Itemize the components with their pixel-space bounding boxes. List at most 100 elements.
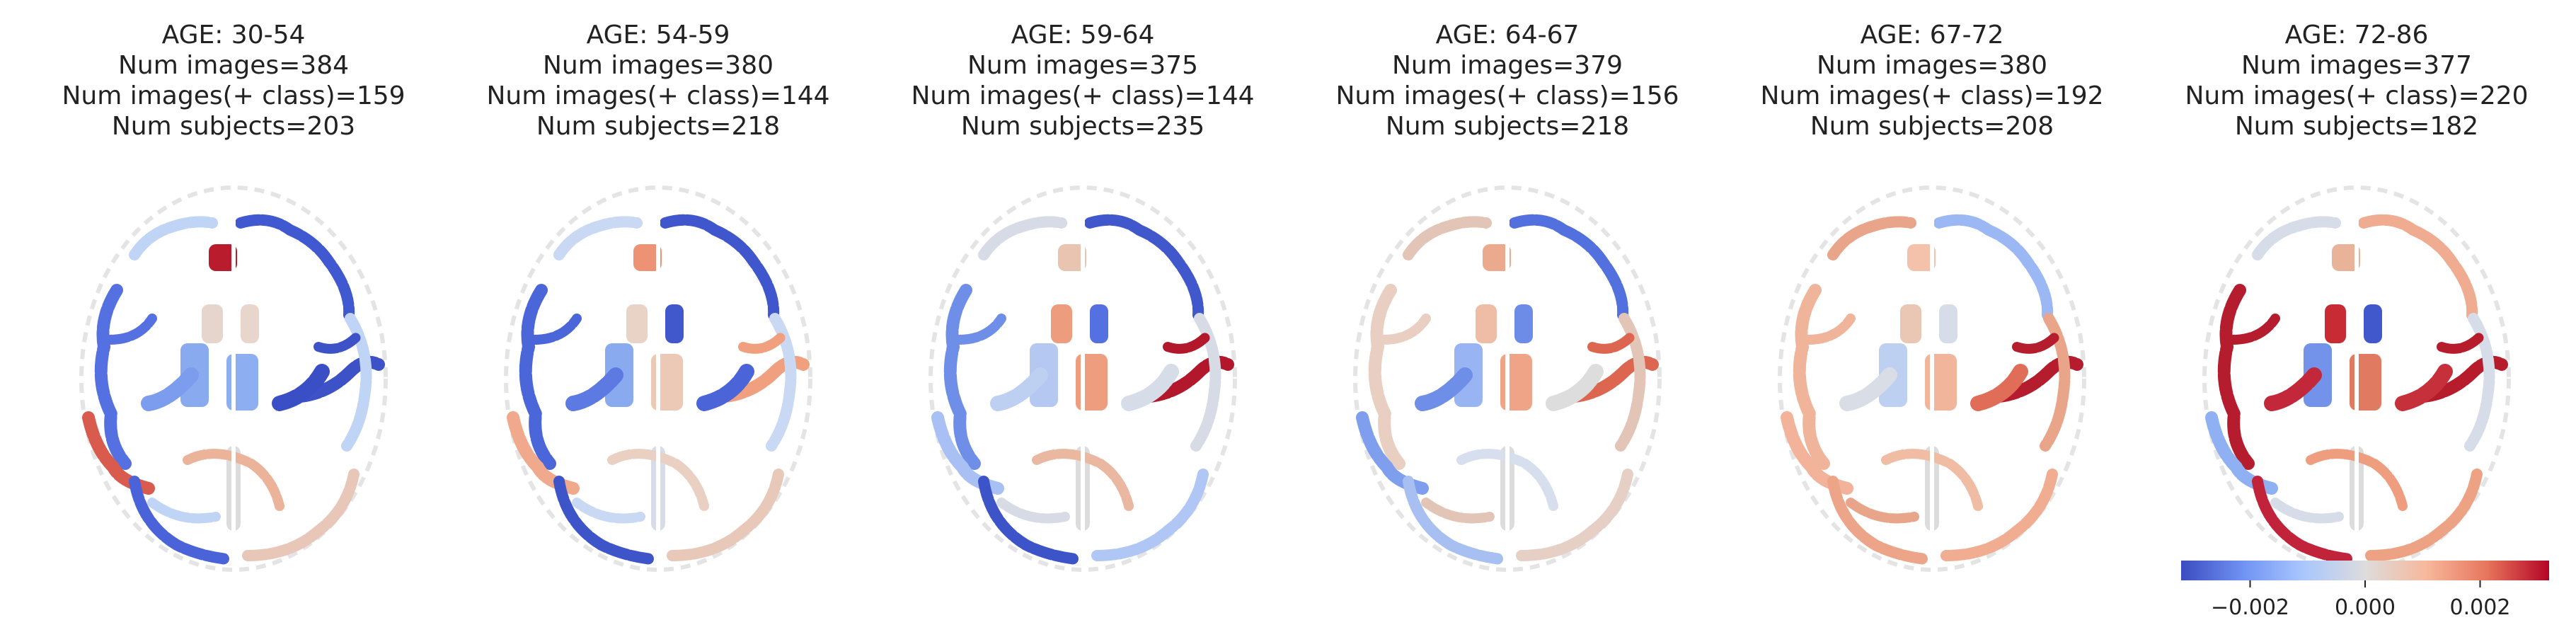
brain-outline — [928, 185, 1237, 572]
brain-region-lf2 — [2252, 216, 2341, 260]
brain-slice — [1353, 185, 1662, 572]
colorbar-tick-label: 0.002 — [2450, 595, 2511, 620]
brain-region-rt — [2012, 331, 2061, 354]
panel-title: AGE: 67-72 Num images=380 Num images(+ cla… — [1720, 20, 2144, 142]
brain-region-ri — [2332, 244, 2360, 271]
brain-region-lo — [129, 476, 232, 565]
brain-region-cr — [1514, 304, 1533, 343]
brain-region-cl — [1051, 304, 1072, 343]
brain-region-lf2 — [1827, 216, 1916, 260]
panel-num-images: Num images=380 — [1816, 51, 2048, 80]
panel-num-images: Num images=379 — [1391, 51, 1623, 80]
brain-region-lo — [1827, 476, 1931, 565]
brain-slice — [2202, 185, 2511, 572]
brain-region-lf — [1803, 314, 1856, 345]
brain-region-lo — [553, 476, 657, 565]
panel-title: AGE: 59-64 Num images=375 Num images(+ cla… — [870, 20, 1295, 142]
brain-region-ri — [1907, 244, 1936, 271]
brain-region-lo — [978, 476, 1081, 565]
brain-region-lf — [2217, 284, 2255, 470]
brain-region-rf — [660, 214, 780, 321]
brain-region-thr — [1076, 354, 1108, 411]
brain-region-cl — [1900, 304, 1921, 343]
brain-region-lf — [954, 314, 1006, 345]
brain-region-thr — [2350, 354, 2381, 411]
brain-region-rt — [738, 331, 787, 354]
colorbar-gradient — [2181, 561, 2549, 580]
panel-2: AGE: 54-59 Num images=380 Num images(+ cla… — [446, 0, 870, 637]
colorbar-svg: −0.002 0.000 0.002 — [2181, 561, 2549, 620]
colorbar-tick-label: −0.002 — [2211, 595, 2289, 620]
brain-region-ptr — [1970, 364, 2028, 411]
panel-4: AGE: 64-67 Num images=379 Num images(+ cla… — [1295, 0, 1720, 637]
brain-region-oc — [607, 449, 709, 511]
brain-region-lf — [2228, 314, 2280, 345]
brain-region-lo — [1403, 476, 1506, 565]
panel-num-pos: Num images(+ class)=144 — [911, 81, 1255, 110]
brain-region-thr — [1500, 354, 1532, 411]
panel-num-subjects: Num subjects=203 — [111, 112, 356, 141]
panel-3: AGE: 59-64 Num images=375 Num images(+ cla… — [870, 0, 1295, 637]
brain-region-cl — [2325, 304, 2346, 343]
brain-region-lf2 — [572, 498, 645, 524]
panel-num-subjects: Num subjects=208 — [1810, 112, 2054, 141]
brain-region-ptl — [565, 367, 623, 411]
brain-region-oc — [1881, 449, 1983, 511]
brain-region-lo — [2252, 476, 2355, 565]
brain-region-oc — [183, 449, 284, 511]
brain-outline — [2202, 185, 2511, 572]
brain-region-ptr — [696, 364, 754, 411]
brain-region-ri — [633, 244, 662, 271]
brain-region-lf — [943, 284, 981, 470]
panel-num-pos: Num images(+ class)=156 — [1335, 81, 1679, 110]
panel-num-pos: Num images(+ class)=144 — [486, 81, 830, 110]
colorbar: −0.002 0.000 0.002 — [2181, 561, 2549, 626]
panel-num-pos: Num images(+ class)=220 — [2185, 81, 2529, 110]
brain-region-thr — [651, 354, 683, 411]
brain-region-cr — [1939, 304, 1957, 343]
brain-outline — [79, 185, 388, 572]
brain-region-ri — [209, 244, 237, 271]
brain-region-lf2 — [147, 498, 221, 524]
brain-slice — [928, 185, 1237, 572]
brain-slice — [1778, 185, 2086, 572]
brain-region-oc — [1032, 449, 1134, 511]
panel-title: AGE: 30-54 Num images=384 Num images(+ cla… — [21, 20, 446, 142]
panel-title: AGE: 72-86 Num images=377 Num images(+ cla… — [2144, 20, 2569, 142]
brain-region-lf2 — [553, 216, 643, 260]
colorbar-tick-label: 0.000 — [2335, 595, 2396, 620]
panel-num-subjects: Num subjects=235 — [960, 112, 1205, 141]
panel-num-images: Num images=380 — [542, 51, 774, 80]
panel-title: AGE: 59-64 — [1011, 21, 1155, 50]
brain-region-cr — [1090, 304, 1108, 343]
brain-region-rf — [2358, 214, 2478, 321]
brain-region-ro — [1516, 469, 1633, 561]
brain-region-thr — [1925, 354, 1957, 411]
brain-region-rt — [1163, 331, 1212, 354]
panel-6: AGE: 72-86 Num images=377 Num images(+ cla… — [2144, 0, 2569, 637]
brain-region-rf — [1084, 214, 1204, 321]
brain-region-ptl — [1415, 367, 1473, 411]
brain-region-lf2 — [978, 216, 1067, 260]
brain-region-lf — [519, 284, 556, 470]
brain-region-oc — [2306, 449, 2408, 511]
brain-region-lf2 — [2270, 498, 2344, 524]
panel-num-images: Num images=375 — [967, 51, 1199, 80]
panel-1: AGE: 30-54 Num images=384 Num images(+ cla… — [21, 0, 446, 637]
panel-title: AGE: 72-86 — [2284, 21, 2429, 50]
brain-region-rt — [1587, 331, 1636, 354]
panel-title: AGE: 64-67 Num images=379 Num images(+ cla… — [1295, 20, 1720, 142]
panel-num-images: Num images=377 — [2241, 51, 2473, 80]
brain-region-ptr — [1546, 364, 1604, 411]
brain-region-cl — [1476, 304, 1497, 343]
brain-region-lf — [1368, 284, 1405, 470]
panel-title: AGE: 67-72 — [1860, 21, 2004, 50]
panel-title: AGE: 54-59 Num images=380 Num images(+ cla… — [446, 20, 870, 142]
brain-region-cr — [241, 304, 259, 343]
brain-region-lf — [529, 314, 582, 345]
brain-region-lf2 — [1403, 216, 1492, 260]
brain-region-oc — [1456, 449, 1558, 511]
brain-region-ri — [1483, 244, 1511, 271]
brain-region-lf — [1379, 314, 1431, 345]
brain-region-ro — [242, 469, 360, 561]
